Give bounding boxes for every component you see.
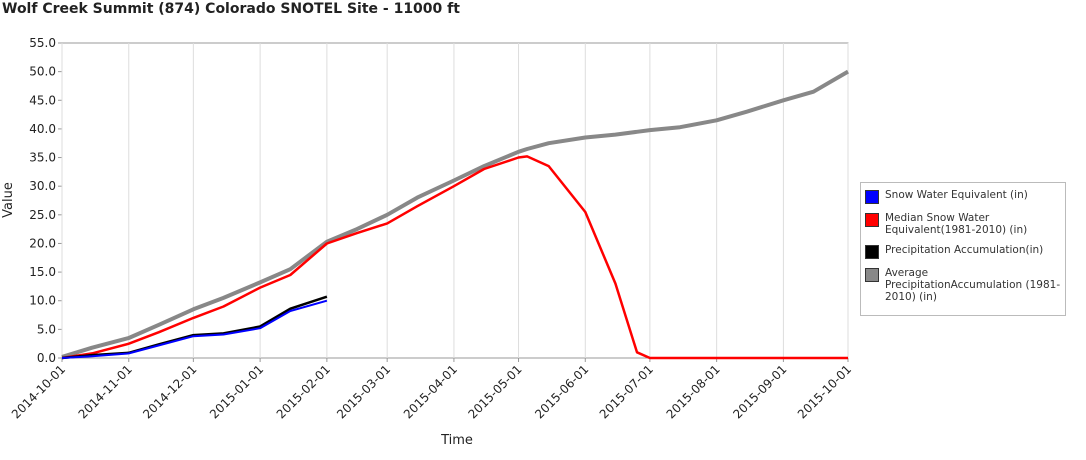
y-tick-label: 45.0 bbox=[29, 93, 56, 107]
y-tick-label: 0.0 bbox=[37, 351, 56, 365]
x-tick-label: 2015-10-01 bbox=[795, 362, 854, 421]
legend-swatch bbox=[865, 268, 879, 282]
legend-item: Average PrecipitationAccumulation (1981-… bbox=[863, 267, 1063, 303]
y-tick-label: 20.0 bbox=[29, 236, 56, 250]
legend-swatch bbox=[865, 190, 879, 204]
x-tick-label: 2015-04-01 bbox=[401, 362, 460, 421]
x-tick-label: 2014-10-01 bbox=[9, 362, 68, 421]
x-tick-label: 2015-06-01 bbox=[532, 362, 591, 421]
x-tick-label: 2014-11-01 bbox=[76, 362, 135, 421]
y-tick-label: 10.0 bbox=[29, 294, 56, 308]
legend: Snow Water Equivalent (in) Median Snow Wa… bbox=[860, 182, 1066, 316]
x-tick-label: 2015-01-01 bbox=[207, 362, 266, 421]
series-line bbox=[61, 69, 850, 359]
legend-item: Snow Water Equivalent (in) bbox=[863, 189, 1063, 204]
y-tick-label: 55.0 bbox=[29, 36, 56, 50]
y-tick-label: 5.0 bbox=[37, 322, 56, 336]
x-tick-label: 2015-07-01 bbox=[597, 362, 656, 421]
x-axis-label: Time bbox=[440, 433, 473, 448]
plot-frame bbox=[61, 42, 849, 359]
series-line bbox=[61, 299, 328, 359]
series-line bbox=[61, 155, 848, 360]
legend-swatch bbox=[865, 245, 879, 259]
legend-label: Precipitation Accumulation(in) bbox=[885, 244, 1044, 256]
legend-label: Snow Water Equivalent (in) bbox=[885, 189, 1028, 201]
chart-title: Wolf Creek Summit (874) Colorado SNOTEL … bbox=[2, 1, 460, 17]
y-tick-label: 30.0 bbox=[29, 179, 56, 193]
x-tick-label: 2015-02-01 bbox=[274, 362, 333, 421]
series-line bbox=[61, 295, 328, 360]
x-tick-label: 2015-09-01 bbox=[730, 362, 789, 421]
y-tick-label: 35.0 bbox=[29, 151, 56, 165]
x-tick-label: 2015-03-01 bbox=[334, 362, 393, 421]
x-tick-label: 2014-12-01 bbox=[140, 362, 199, 421]
legend-item: Median Snow Water Equivalent(1981-2010) … bbox=[863, 212, 1063, 236]
legend-item: Precipitation Accumulation(in) bbox=[863, 244, 1063, 259]
y-axis-label: Value bbox=[1, 182, 16, 218]
legend-label: Average PrecipitationAccumulation (1981-… bbox=[885, 267, 1061, 303]
x-tick-label: 2015-05-01 bbox=[465, 362, 524, 421]
y-tick-label: 50.0 bbox=[29, 65, 56, 79]
legend-swatch bbox=[865, 213, 879, 227]
y-tick-label: 40.0 bbox=[29, 122, 56, 136]
y-tick-label: 25.0 bbox=[29, 208, 56, 222]
y-tick-label: 15.0 bbox=[29, 265, 56, 279]
x-tick-label: 2015-08-01 bbox=[664, 362, 723, 421]
legend-label: Median Snow Water Equivalent(1981-2010) … bbox=[885, 212, 1028, 236]
